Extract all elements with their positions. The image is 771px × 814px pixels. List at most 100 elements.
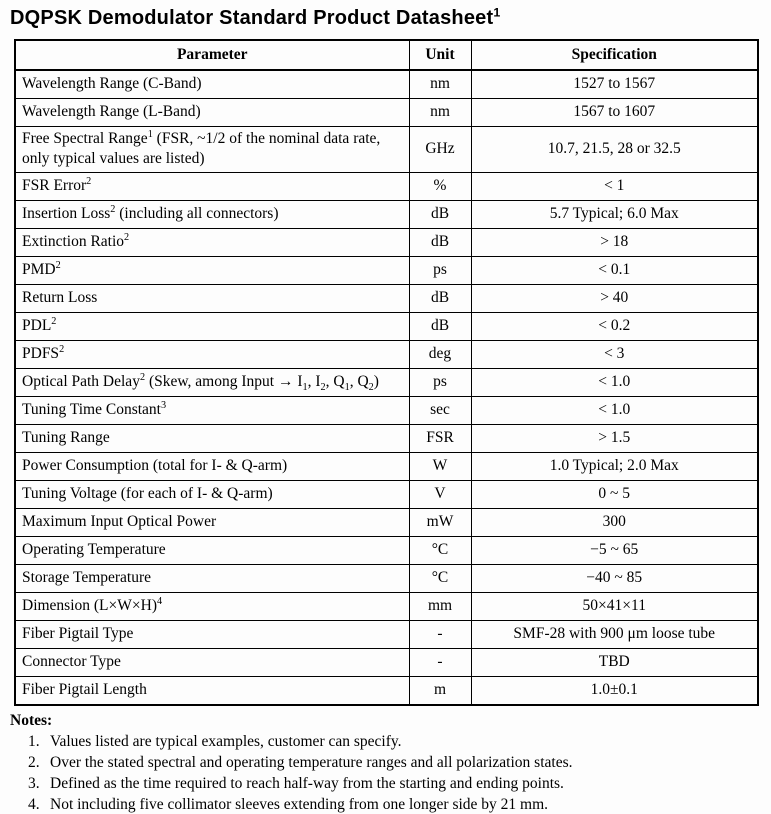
spec-table-header: Parameter Unit Specification [14, 39, 759, 71]
unit-cell: °C [408, 563, 472, 593]
specification-cell: −5 ~ 65 [470, 535, 759, 565]
unit-cell: ps [408, 367, 472, 397]
unit-cell: W [408, 451, 472, 481]
parameter-cell: Optical Path Delay2 (Skew, among Input →… [14, 367, 410, 397]
parameter-cell: Wavelength Range (C-Band) [14, 69, 410, 99]
page-title: DQPSK Demodulator Standard Product Datas… [10, 5, 501, 29]
spec-table-body: Wavelength Range (C-Band) nm 1527 to 156… [14, 69, 759, 706]
specification-cell: < 1.0 [470, 367, 759, 397]
parameter-cell: FSR Error2 [14, 171, 410, 201]
parameter-cell: Insertion Loss2 (including all connector… [14, 199, 410, 229]
note-number: 3. [28, 774, 40, 792]
note-number: 1. [28, 732, 40, 750]
parameter-cell: Fiber Pigtail Type [14, 619, 410, 649]
unit-cell: V [408, 479, 472, 509]
parameter-cell: Wavelength Range (L-Band) [14, 98, 410, 127]
table-row: FSR Error2 % < 1 [14, 171, 759, 201]
unit-cell: deg [408, 339, 472, 369]
note-item: 1. Values listed are typical examples, c… [10, 733, 761, 752]
parameter-cell: Extinction Ratio2 [14, 227, 410, 257]
table-row: Return Loss dB > 40 [14, 283, 759, 313]
notes-section: Notes: 1. Values listed are typical exam… [10, 712, 761, 814]
parameter-cell: Dimension (L×W×H)4 [14, 591, 410, 621]
table-row: Fiber Pigtail Length m 1.0±0.1 [14, 675, 759, 706]
unit-cell: FSR [408, 423, 472, 453]
specification-cell: 50×41×11 [470, 591, 759, 621]
specification-cell: < 3 [470, 339, 759, 369]
table-row: PDFS2 deg < 3 [14, 339, 759, 369]
table-row: Power Consumption (total for I- & Q-arm)… [14, 451, 759, 481]
unit-cell: GHz [408, 126, 472, 173]
table-row: Tuning Time Constant3 sec < 1.0 [14, 395, 759, 425]
parameter-cell: Return Loss [14, 283, 410, 313]
specification-cell: > 18 [470, 227, 759, 257]
table-row: Tuning Voltage (for each of I- & Q-arm) … [14, 479, 759, 509]
notes-heading: Notes: [10, 711, 53, 729]
unit-cell: sec [408, 395, 472, 425]
unit-cell: mW [408, 507, 472, 537]
specification-cell: 1.0 Typical; 2.0 Max [470, 451, 759, 481]
parameter-cell: PDFS2 [14, 339, 410, 369]
specification-cell: < 1.0 [470, 395, 759, 425]
parameter-cell: Tuning Voltage (for each of I- & Q-arm) [14, 479, 410, 509]
unit-cell: ps [408, 255, 472, 285]
specification-cell: > 1.5 [470, 423, 759, 453]
unit-cell: dB [408, 283, 472, 313]
table-row: Wavelength Range (L-Band) nm 1567 to 160… [14, 98, 759, 127]
table-row: Optical Path Delay2 (Skew, among Input →… [14, 367, 759, 397]
specification-cell: TBD [470, 647, 759, 677]
header-unit: Unit [408, 39, 472, 71]
parameter-cell: Fiber Pigtail Length [14, 675, 410, 706]
specification-cell: 10.7, 21.5, 28 or 32.5 [470, 126, 759, 173]
specification-cell: 300 [470, 507, 759, 537]
table-row: Maximum Input Optical Power mW 300 [14, 507, 759, 537]
notes-list: 1. Values listed are typical examples, c… [10, 733, 761, 814]
parameter-cell: Tuning Time Constant3 [14, 395, 410, 425]
table-row: Dimension (L×W×H)4 mm 50×41×11 [14, 591, 759, 621]
note-text: Values listed are typical examples, cust… [50, 732, 402, 750]
table-row: PMD2 ps < 0.1 [14, 255, 759, 285]
unit-cell: °C [408, 535, 472, 565]
unit-cell: nm [408, 69, 472, 99]
parameter-cell: Maximum Input Optical Power [14, 507, 410, 537]
unit-cell: dB [408, 199, 472, 229]
specification-cell: 0 ~ 5 [470, 479, 759, 509]
parameter-cell: PMD2 [14, 255, 410, 285]
table-row: Fiber Pigtail Type - SMF-28 with 900 μm … [14, 619, 759, 649]
parameter-cell: Storage Temperature [14, 563, 410, 593]
table-row: Connector Type - TBD [14, 647, 759, 677]
unit-cell: m [408, 675, 472, 706]
table-row: Operating Temperature °C −5 ~ 65 [14, 535, 759, 565]
parameter-cell: Tuning Range [14, 423, 410, 453]
note-item: 2. Over the stated spectral and operatin… [10, 754, 761, 773]
specification-cell: > 40 [470, 283, 759, 313]
note-text: Not including five collimator sleeves ex… [50, 795, 549, 813]
specification-cell: SMF-28 with 900 μm loose tube [470, 619, 759, 649]
table-row: Insertion Loss2 (including all connector… [14, 199, 759, 229]
specification-cell: 1527 to 1567 [470, 69, 759, 99]
note-text: Defined as the time required to reach ha… [50, 774, 564, 792]
specification-cell: < 0.2 [470, 311, 759, 341]
parameter-cell: Operating Temperature [14, 535, 410, 565]
unit-cell: mm [408, 591, 472, 621]
note-number: 4. [28, 795, 40, 813]
parameter-cell: PDL2 [14, 311, 410, 341]
parameter-cell: Connector Type [14, 647, 410, 677]
specification-cell: 1.0±0.1 [470, 675, 759, 706]
unit-cell: - [408, 619, 472, 649]
table-row: Wavelength Range (C-Band) nm 1527 to 156… [14, 69, 759, 99]
table-row: PDL2 dB < 0.2 [14, 311, 759, 341]
unit-cell: nm [408, 98, 472, 127]
table-row: Tuning Range FSR > 1.5 [14, 423, 759, 453]
unit-cell: - [408, 647, 472, 677]
table-row: Storage Temperature °C −40 ~ 85 [14, 563, 759, 593]
specification-cell: 1567 to 1607 [470, 98, 759, 127]
note-text: Over the stated spectral and operating t… [50, 753, 573, 771]
specification-cell: −40 ~ 85 [470, 563, 759, 593]
header-parameter: Parameter [14, 39, 410, 71]
table-row: Free Spectral Range1 (FSR, ~1/2 of the n… [14, 126, 759, 173]
parameter-cell: Power Consumption (total for I- & Q-arm) [14, 451, 410, 481]
specification-cell: < 0.1 [470, 255, 759, 285]
header-specification: Specification [470, 39, 759, 71]
note-item: 4. Not including five collimator sleeves… [10, 796, 761, 814]
